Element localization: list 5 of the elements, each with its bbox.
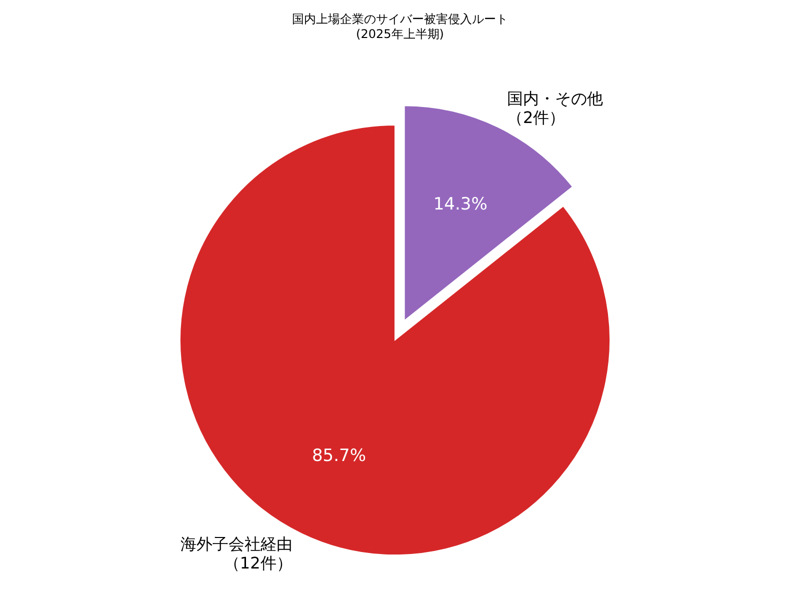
slice-label: 国内・その他（2件）	[507, 88, 604, 127]
data-label: 14.3%	[433, 194, 488, 214]
data-label: 85.7%	[312, 446, 366, 466]
slice-label: 海外子会社経由（12件）	[180, 534, 292, 572]
chart-title: 国内上場企業のサイバー被害侵入ルート (2025年上半期)	[291, 12, 509, 42]
